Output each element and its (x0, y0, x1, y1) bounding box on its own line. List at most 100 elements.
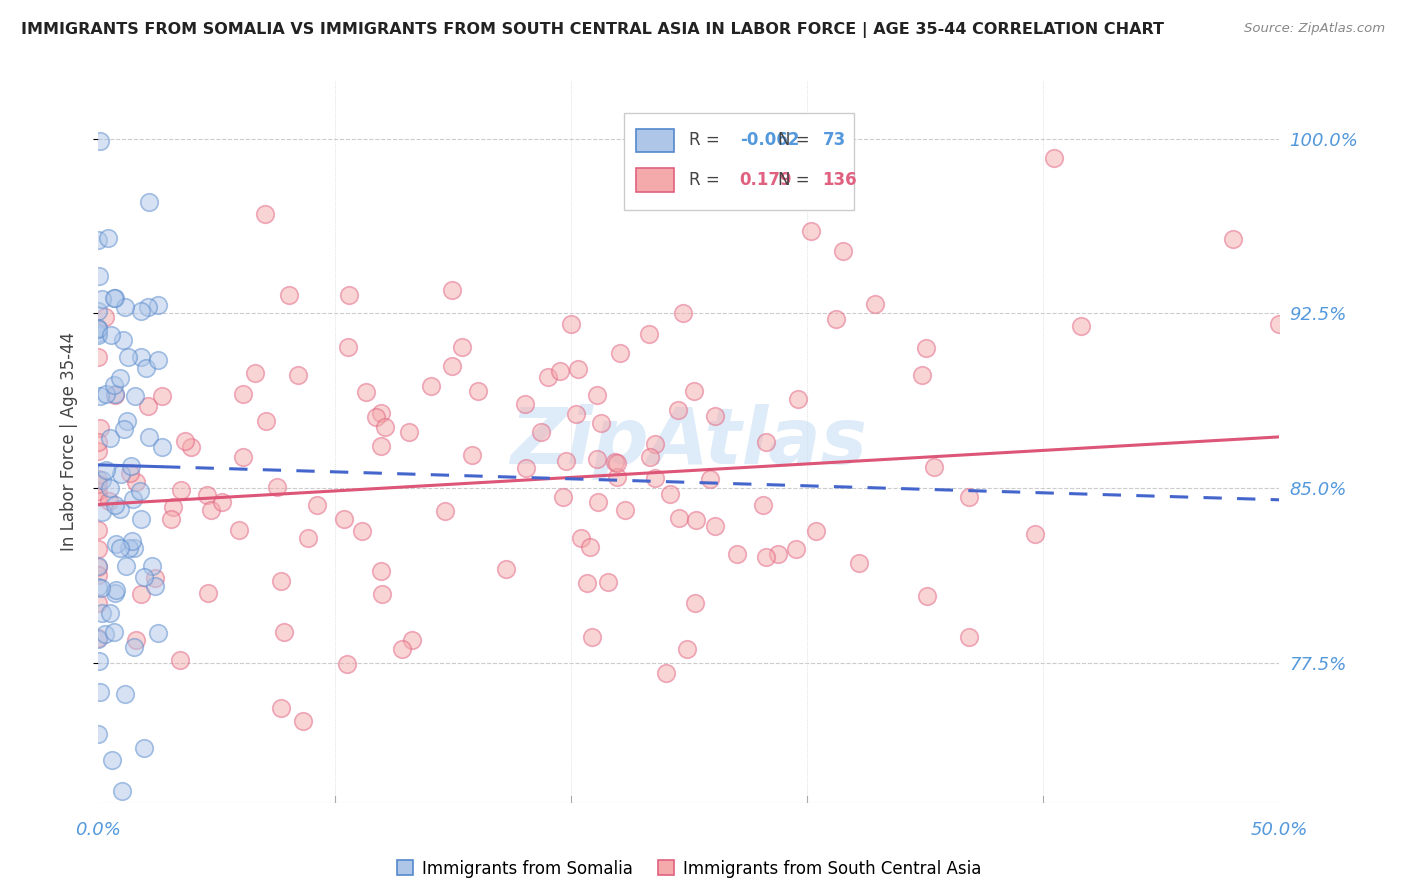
Point (560, 318, 582, 332)
Point (766, 548, 789, 562)
Point (87, 523, 110, 537)
Point (254, 207, 277, 221)
Point (555, 453, 578, 467)
Point (160, 512, 183, 526)
Point (800, 224, 823, 238)
Point (97, 493, 120, 508)
Point (146, 626, 169, 640)
Point (174, 434, 197, 448)
Point (87, 233, 110, 247)
Point (91, 292, 114, 306)
Point (292, 714, 315, 729)
Point (530, 425, 553, 439)
Point (725, 547, 748, 561)
Point (644, 470, 666, 484)
Point (699, 472, 721, 486)
Point (370, 439, 392, 453)
Point (115, 558, 138, 573)
Point (87, 268, 110, 283)
Point (110, 541, 132, 555)
Point (806, 524, 828, 538)
Point (98, 606, 121, 620)
Point (658, 486, 681, 500)
Point (87, 322, 110, 336)
Point (1268, 317, 1291, 331)
Point (537, 369, 560, 384)
FancyBboxPatch shape (624, 112, 855, 211)
Point (550, 364, 572, 378)
Point (915, 341, 938, 355)
Point (273, 625, 295, 640)
Point (297, 531, 319, 545)
Point (129, 304, 152, 318)
Point (374, 420, 396, 434)
Point (553, 491, 575, 505)
Point (683, 596, 706, 610)
Point (87, 490, 110, 504)
Point (162, 500, 184, 514)
Point (441, 283, 464, 297)
Point (370, 564, 392, 578)
Point (567, 362, 589, 376)
Point (336, 657, 359, 672)
Point (87, 632, 110, 646)
Point (333, 512, 356, 526)
Point (398, 425, 420, 440)
Point (150, 440, 173, 454)
Point (111, 784, 134, 798)
Point (232, 386, 254, 401)
Point (134, 740, 156, 755)
Point (676, 642, 699, 657)
Point (141, 559, 163, 574)
Point (136, 399, 159, 413)
Point (121, 534, 143, 549)
Point (170, 483, 193, 497)
Point (89, 685, 111, 699)
Point (122, 491, 145, 506)
Text: 0.179: 0.179 (740, 171, 793, 189)
Point (132, 569, 155, 583)
Point (104, 387, 127, 401)
Text: -0.062: -0.062 (740, 131, 799, 149)
Point (169, 653, 191, 667)
Point (752, 498, 775, 512)
Text: Source: ZipAtlas.com: Source: ZipAtlas.com (1244, 22, 1385, 36)
Point (101, 753, 124, 767)
Point (108, 370, 131, 384)
Point (129, 587, 152, 601)
Point (129, 483, 152, 498)
Point (197, 585, 219, 599)
Point (287, 368, 309, 382)
Point (337, 287, 360, 301)
Point (87, 444, 110, 458)
Point (138, 195, 160, 210)
Text: R =: R = (689, 131, 725, 149)
Point (114, 301, 136, 315)
Point (266, 480, 288, 494)
Point (104, 291, 127, 305)
Point (87, 326, 110, 340)
Point (270, 701, 292, 715)
Point (120, 458, 142, 473)
Point (129, 350, 152, 364)
Point (112, 422, 135, 436)
Point (371, 587, 394, 601)
Legend: Immigrants from Somalia, Immigrants from South Central Asia: Immigrants from Somalia, Immigrants from… (396, 860, 981, 878)
Point (655, 665, 678, 680)
Point (603, 455, 626, 469)
Point (370, 406, 392, 420)
Point (703, 518, 725, 533)
Point (571, 531, 593, 545)
Point (586, 494, 609, 508)
Point (100, 328, 122, 343)
Point (598, 575, 620, 590)
Point (356, 385, 378, 400)
Point (915, 589, 938, 603)
Point (100, 430, 122, 444)
Point (832, 244, 855, 259)
Point (125, 632, 148, 647)
Point (704, 409, 727, 424)
Text: ZipAtlas: ZipAtlas (510, 403, 868, 480)
Point (87, 484, 110, 499)
Point (586, 452, 609, 467)
